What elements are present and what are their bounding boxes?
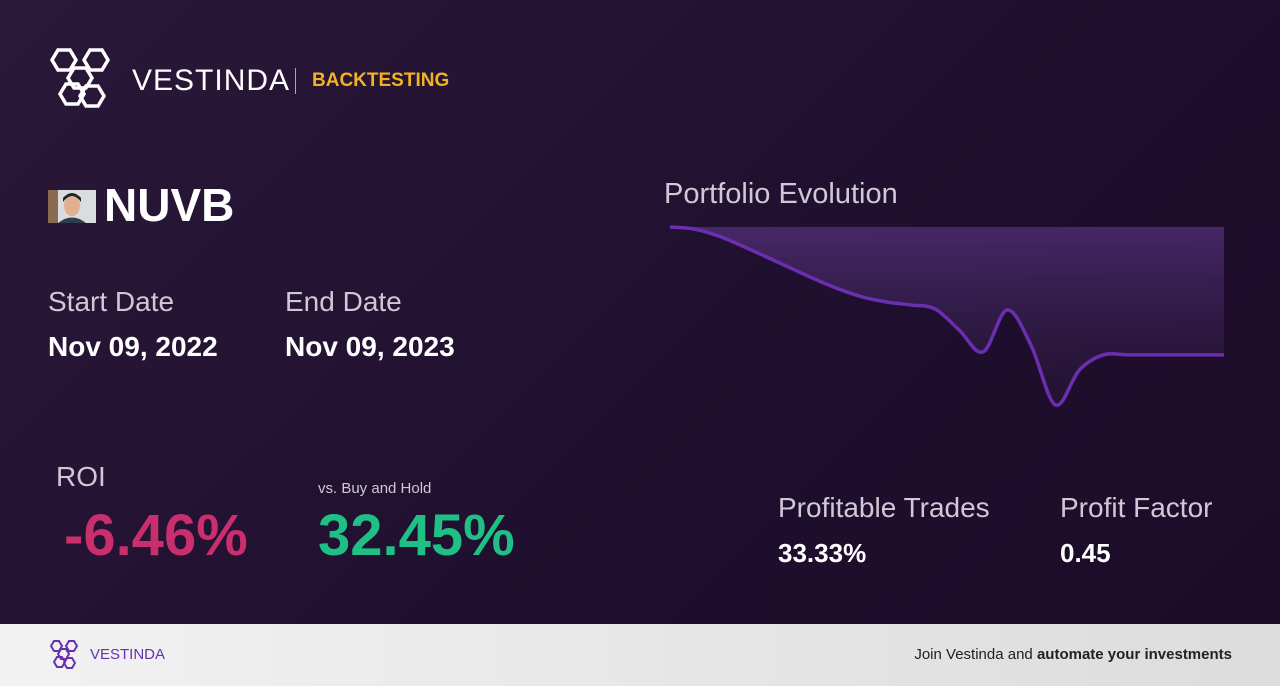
factor-label: Profit Factor <box>1060 492 1213 523</box>
roi-label: ROI <box>56 461 106 492</box>
footer-cta: Join Vestinda and automate your investme… <box>914 646 1232 663</box>
footer-bold: automate your investments <box>1036 646 1232 663</box>
compare-label: vs. Buy and Hold <box>318 480 432 497</box>
end-date: Nov 09, 2023 <box>285 331 455 362</box>
chart <box>669 225 1224 407</box>
start-date: Nov 09, 2022 <box>48 331 218 362</box>
trades-value: 33.33% <box>778 538 867 568</box>
logo <box>49 48 111 108</box>
line <box>669 225 1224 407</box>
start-label: Start Date <box>48 286 175 317</box>
end-label: End Date <box>285 286 402 317</box>
footer: VESTINDA Join Vestinda and automate your… <box>0 624 1280 686</box>
brand: VESTINDA <box>132 64 291 97</box>
ticker: NUVB <box>104 179 235 231</box>
ticker-logo <box>48 190 96 223</box>
roi-value: -6.46% <box>64 503 248 568</box>
trades-label: Profitable Trades <box>778 492 990 523</box>
section: BACKTESTING <box>312 70 450 91</box>
footer-logo <box>49 640 79 669</box>
factor-value: 0.45 <box>1060 538 1111 568</box>
footer-text: Join Vestinda and <box>914 646 1033 663</box>
compare-value: 32.45% <box>318 503 515 568</box>
footer-brand: VESTINDA <box>90 646 166 663</box>
chart-title: Portfolio Evolution <box>664 178 898 210</box>
divider <box>295 68 296 94</box>
